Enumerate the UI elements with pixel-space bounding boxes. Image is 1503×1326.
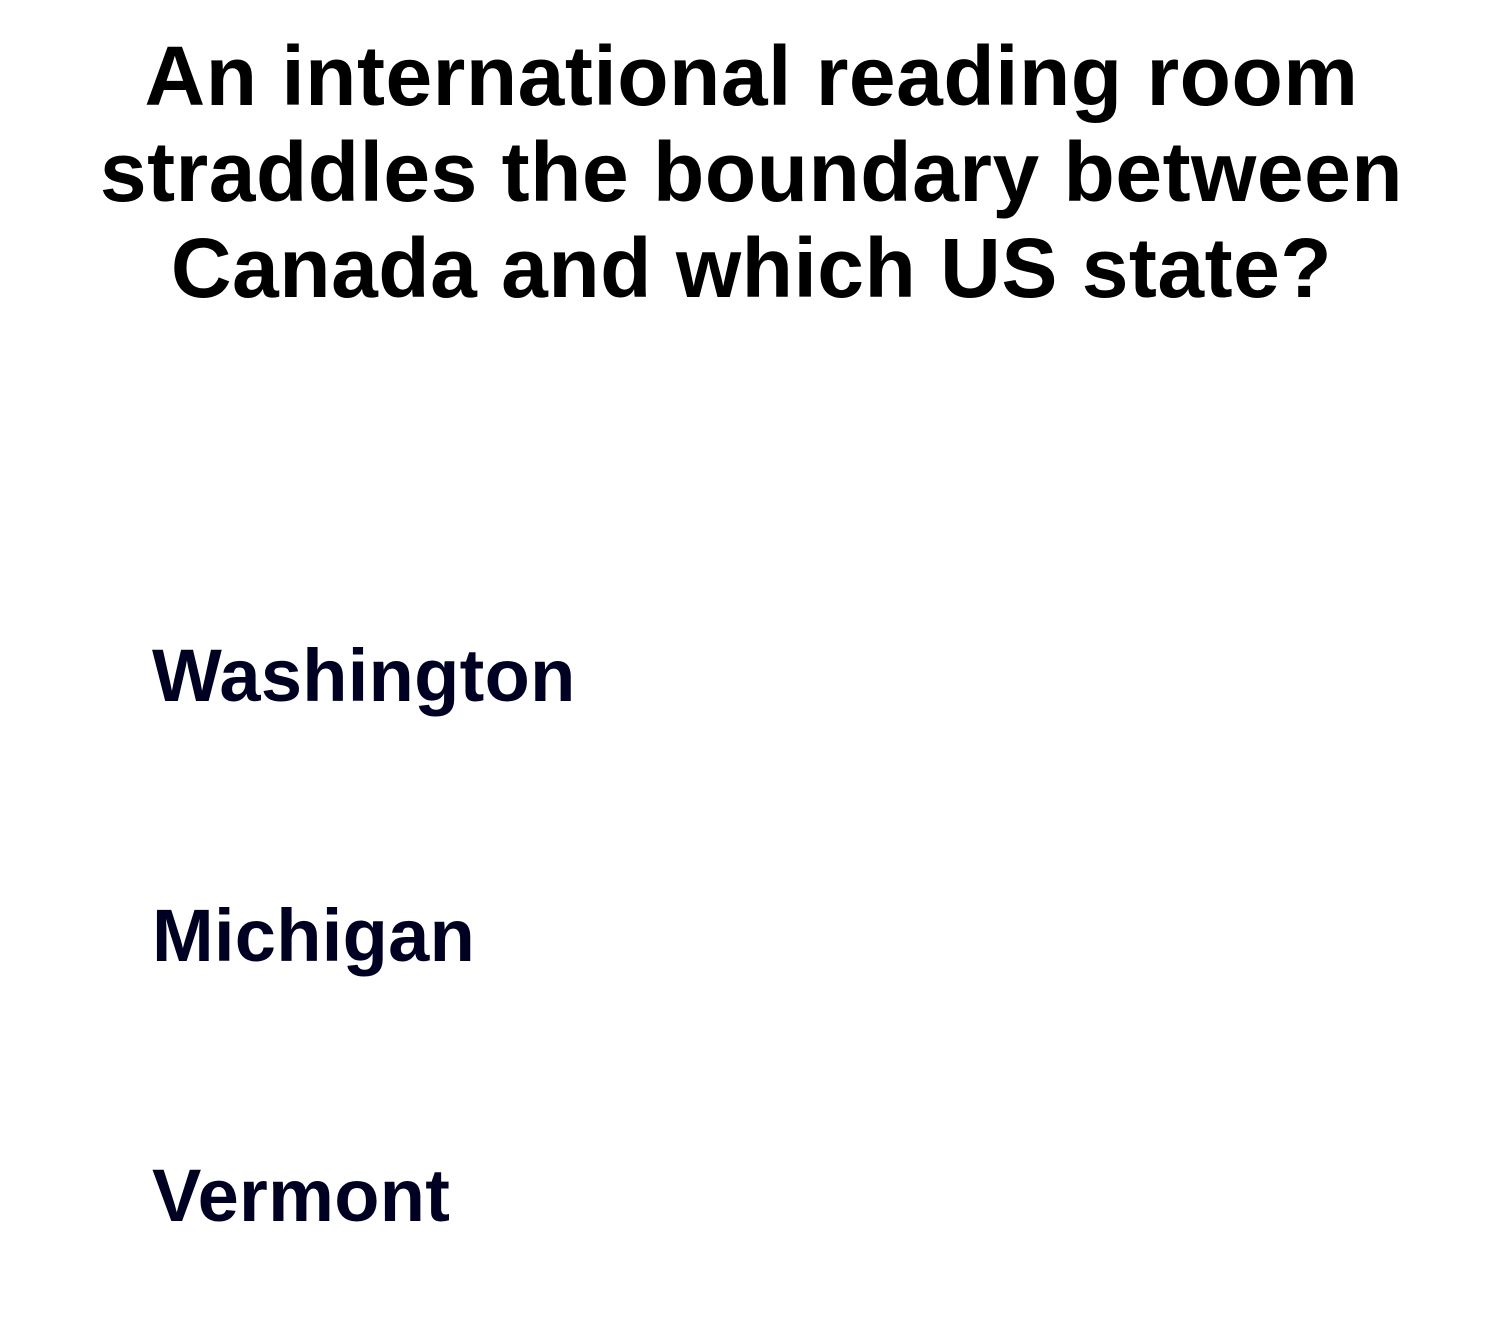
answer-label: Michigan [152, 894, 476, 977]
answer-option-michigan[interactable]: Michigan [152, 886, 1352, 986]
answer-label: Vermont [152, 1154, 451, 1237]
answer-option-vermont[interactable]: Vermont [152, 1146, 1352, 1246]
answer-label: Washington [152, 634, 576, 717]
question-text: An international reading room straddles … [99, 29, 1404, 315]
answer-option-washington[interactable]: Washington [152, 626, 1352, 726]
